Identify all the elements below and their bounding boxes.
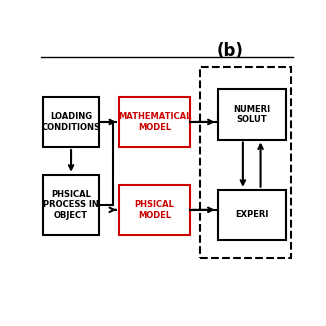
Bar [218, 190, 286, 240]
Text: PHSICAL
MODEL: PHSICAL MODEL [135, 200, 174, 219]
Bar [218, 89, 286, 140]
Text: EXPERI: EXPERI [235, 210, 268, 219]
Text: (b): (b) [217, 42, 244, 60]
Bar [119, 97, 190, 147]
Bar [119, 185, 190, 235]
Bar [43, 175, 99, 235]
Bar [43, 97, 99, 147]
Text: PHSICAL
PROCESS IN
OBJECT: PHSICAL PROCESS IN OBJECT [43, 190, 99, 220]
Text: LOADING
CONDITIONS: LOADING CONDITIONS [42, 112, 100, 132]
Bar [200, 67, 291, 258]
Text: MATHEMATICAL
MODEL: MATHEMATICAL MODEL [118, 112, 191, 132]
Text: NUMERI
SOLUT: NUMERI SOLUT [233, 105, 270, 124]
